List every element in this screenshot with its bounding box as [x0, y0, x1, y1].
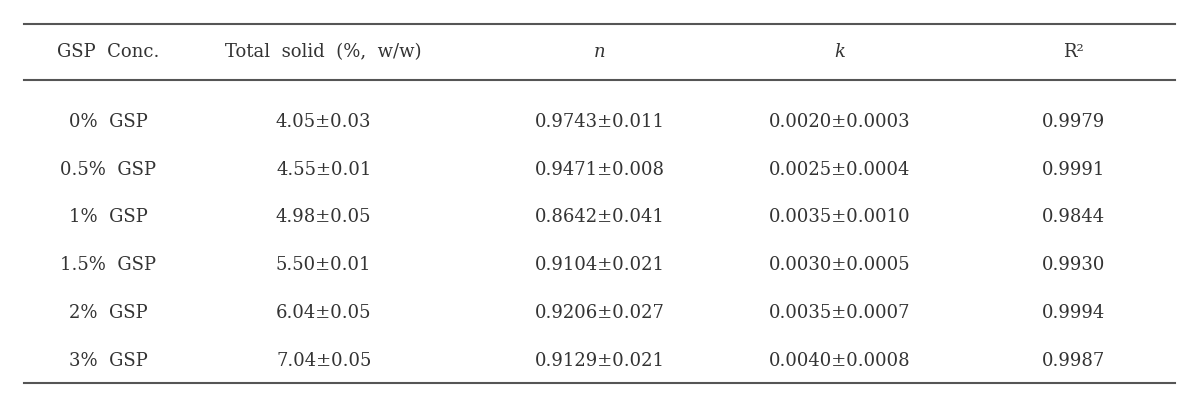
- Text: 0.5%  GSP: 0.5% GSP: [60, 160, 156, 179]
- Text: 0%  GSP: 0% GSP: [68, 113, 147, 131]
- Text: 0.9844: 0.9844: [1042, 208, 1104, 227]
- Text: 0.9471±0.008: 0.9471±0.008: [535, 160, 664, 179]
- Text: k: k: [833, 43, 845, 61]
- Text: 0.0035±0.0007: 0.0035±0.0007: [769, 304, 910, 322]
- Text: 0.0035±0.0010: 0.0035±0.0010: [769, 208, 910, 227]
- Text: 2%  GSP: 2% GSP: [68, 304, 147, 322]
- Text: 0.9991: 0.9991: [1042, 160, 1104, 179]
- Text: 4.55±0.01: 4.55±0.01: [276, 160, 372, 179]
- Text: 0.8642±0.041: 0.8642±0.041: [535, 208, 664, 227]
- Text: 1%  GSP: 1% GSP: [68, 208, 147, 227]
- Text: n: n: [594, 43, 605, 61]
- Text: 0.0030±0.0005: 0.0030±0.0005: [769, 256, 910, 275]
- Text: 0.0025±0.0004: 0.0025±0.0004: [769, 160, 910, 179]
- Text: 0.0040±0.0008: 0.0040±0.0008: [769, 352, 910, 370]
- Text: 0.9104±0.021: 0.9104±0.021: [535, 256, 664, 275]
- Text: 0.9987: 0.9987: [1042, 352, 1104, 370]
- Text: 4.05±0.03: 4.05±0.03: [276, 113, 372, 131]
- Text: 0.9994: 0.9994: [1042, 304, 1104, 322]
- Text: 1.5%  GSP: 1.5% GSP: [60, 256, 156, 275]
- Text: 5.50±0.01: 5.50±0.01: [276, 256, 372, 275]
- Text: 0.0020±0.0003: 0.0020±0.0003: [769, 113, 910, 131]
- Text: GSP  Conc.: GSP Conc.: [56, 43, 159, 61]
- Text: 0.9979: 0.9979: [1042, 113, 1104, 131]
- Text: 3%  GSP: 3% GSP: [68, 352, 147, 370]
- Text: 0.9206±0.027: 0.9206±0.027: [535, 304, 664, 322]
- Text: 6.04±0.05: 6.04±0.05: [276, 304, 372, 322]
- Text: 0.9930: 0.9930: [1042, 256, 1104, 275]
- Text: R²: R²: [1062, 43, 1084, 61]
- Text: 0.9743±0.011: 0.9743±0.011: [535, 113, 664, 131]
- Text: 0.9129±0.021: 0.9129±0.021: [535, 352, 664, 370]
- Text: Total  solid  (%,  w/w): Total solid (%, w/w): [225, 43, 422, 61]
- Text: 4.98±0.05: 4.98±0.05: [276, 208, 372, 227]
- Text: 7.04±0.05: 7.04±0.05: [276, 352, 372, 370]
